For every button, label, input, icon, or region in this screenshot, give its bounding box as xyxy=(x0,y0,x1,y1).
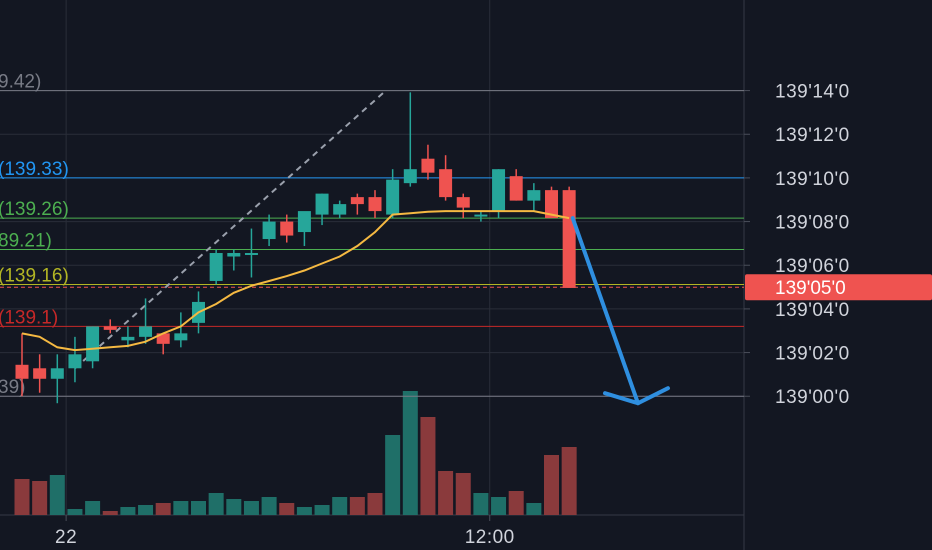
volume-bar xyxy=(226,499,242,515)
volume-bar xyxy=(261,497,277,515)
candle-body xyxy=(227,253,241,257)
volume-bar xyxy=(491,497,507,515)
candle-body xyxy=(368,197,382,212)
volume-bar xyxy=(508,491,524,515)
candle-body xyxy=(103,326,117,330)
candle-body xyxy=(545,190,558,219)
candle-body xyxy=(456,197,470,208)
time-tick-label: 22 xyxy=(55,527,77,548)
price-tick-label: 139'06'0 xyxy=(775,256,850,277)
forecast-arrow xyxy=(570,216,670,406)
volume-bar xyxy=(191,501,206,515)
candle-body xyxy=(174,333,188,341)
volume-bar xyxy=(420,417,436,515)
volume-bar xyxy=(526,503,542,515)
volume-bar xyxy=(349,497,365,515)
trend-lines xyxy=(74,91,385,370)
candle-body xyxy=(209,253,223,281)
candle-body xyxy=(156,333,170,344)
volume-bar xyxy=(279,503,295,515)
volume-bar xyxy=(14,479,30,515)
candle-body xyxy=(509,176,523,201)
candle-body xyxy=(474,214,488,217)
volume-bar xyxy=(544,455,559,515)
candle-body xyxy=(421,158,435,173)
price-tick-label: 139'14'0 xyxy=(775,82,850,103)
time-axis[interactable]: 22 12:00 xyxy=(55,515,515,548)
candle-body xyxy=(297,211,311,233)
candle-body xyxy=(527,190,541,201)
dashed-trend-line xyxy=(74,91,385,370)
volume-bar xyxy=(402,391,418,515)
volume-bar xyxy=(367,493,383,515)
volume-bar xyxy=(120,507,136,515)
candle-body xyxy=(280,221,294,236)
volume-bar xyxy=(332,497,348,515)
candle-body xyxy=(492,169,506,212)
volume-bar xyxy=(208,493,224,515)
candle-body xyxy=(86,326,100,362)
fib-label: (139.1) xyxy=(0,307,58,328)
volume-bar xyxy=(438,471,454,515)
candles xyxy=(15,92,576,404)
price-tick-label: 139'10'0 xyxy=(775,169,850,190)
arrow-shaft xyxy=(570,216,640,406)
volume-bars xyxy=(14,391,577,515)
volume-bar xyxy=(473,493,489,515)
price-tick-label: 139'04'0 xyxy=(775,300,850,321)
volume-bar xyxy=(296,507,312,515)
fib-label: (139.16) xyxy=(0,265,69,286)
volume-bar xyxy=(314,505,330,515)
candle-body xyxy=(121,336,135,341)
fib-levels: 9.42) (139.33) (139.26) 89.21) (139.16) (139.… xyxy=(0,72,744,398)
volume-bar xyxy=(173,501,189,515)
fib-label: (139.33) xyxy=(0,159,69,180)
candle-body xyxy=(562,190,576,288)
candle-body xyxy=(244,253,258,256)
volume-bar xyxy=(85,501,101,515)
fib-label: 39) xyxy=(0,377,25,398)
price-tick-label: 139'12'0 xyxy=(775,125,850,146)
volume-bar xyxy=(155,503,171,515)
volume-bar xyxy=(385,435,401,515)
candle-body xyxy=(403,169,417,184)
moving-average xyxy=(21,210,570,352)
fib-label: 9.42) xyxy=(0,72,41,93)
candle-body xyxy=(15,364,29,379)
candle-body xyxy=(333,204,347,215)
ma-line xyxy=(21,210,570,352)
candle-body xyxy=(50,368,64,379)
candle-body xyxy=(139,326,153,337)
candle-body xyxy=(315,193,329,215)
current-price-tag: 139'05'0 xyxy=(745,274,932,301)
time-tick-label: 12:00 xyxy=(465,527,515,548)
volume-bar xyxy=(32,481,48,515)
candle-body xyxy=(439,169,453,198)
candle-body xyxy=(68,354,82,369)
current-price-label: 139'05'0 xyxy=(775,278,846,299)
fib-label: 89.21) xyxy=(0,231,52,252)
price-tick-label: 139'02'0 xyxy=(775,344,850,365)
current-price-badge xyxy=(745,274,932,301)
volume-bar xyxy=(561,447,577,515)
candle-body xyxy=(386,179,400,215)
volume-bar xyxy=(138,505,154,515)
price-tick-label: 139'00'0 xyxy=(775,387,850,408)
volume-bar xyxy=(49,475,65,515)
volume-bar xyxy=(455,473,471,515)
volume-bar xyxy=(67,509,83,515)
candle-body xyxy=(33,368,47,379)
volume-bar xyxy=(102,511,118,515)
candle-body xyxy=(350,197,364,205)
fib-label: (139.26) xyxy=(0,199,69,220)
candle-body xyxy=(262,221,276,240)
volume-bar xyxy=(243,501,259,515)
price-tick-label: 139'08'0 xyxy=(775,213,850,234)
arrow-head xyxy=(602,386,670,406)
